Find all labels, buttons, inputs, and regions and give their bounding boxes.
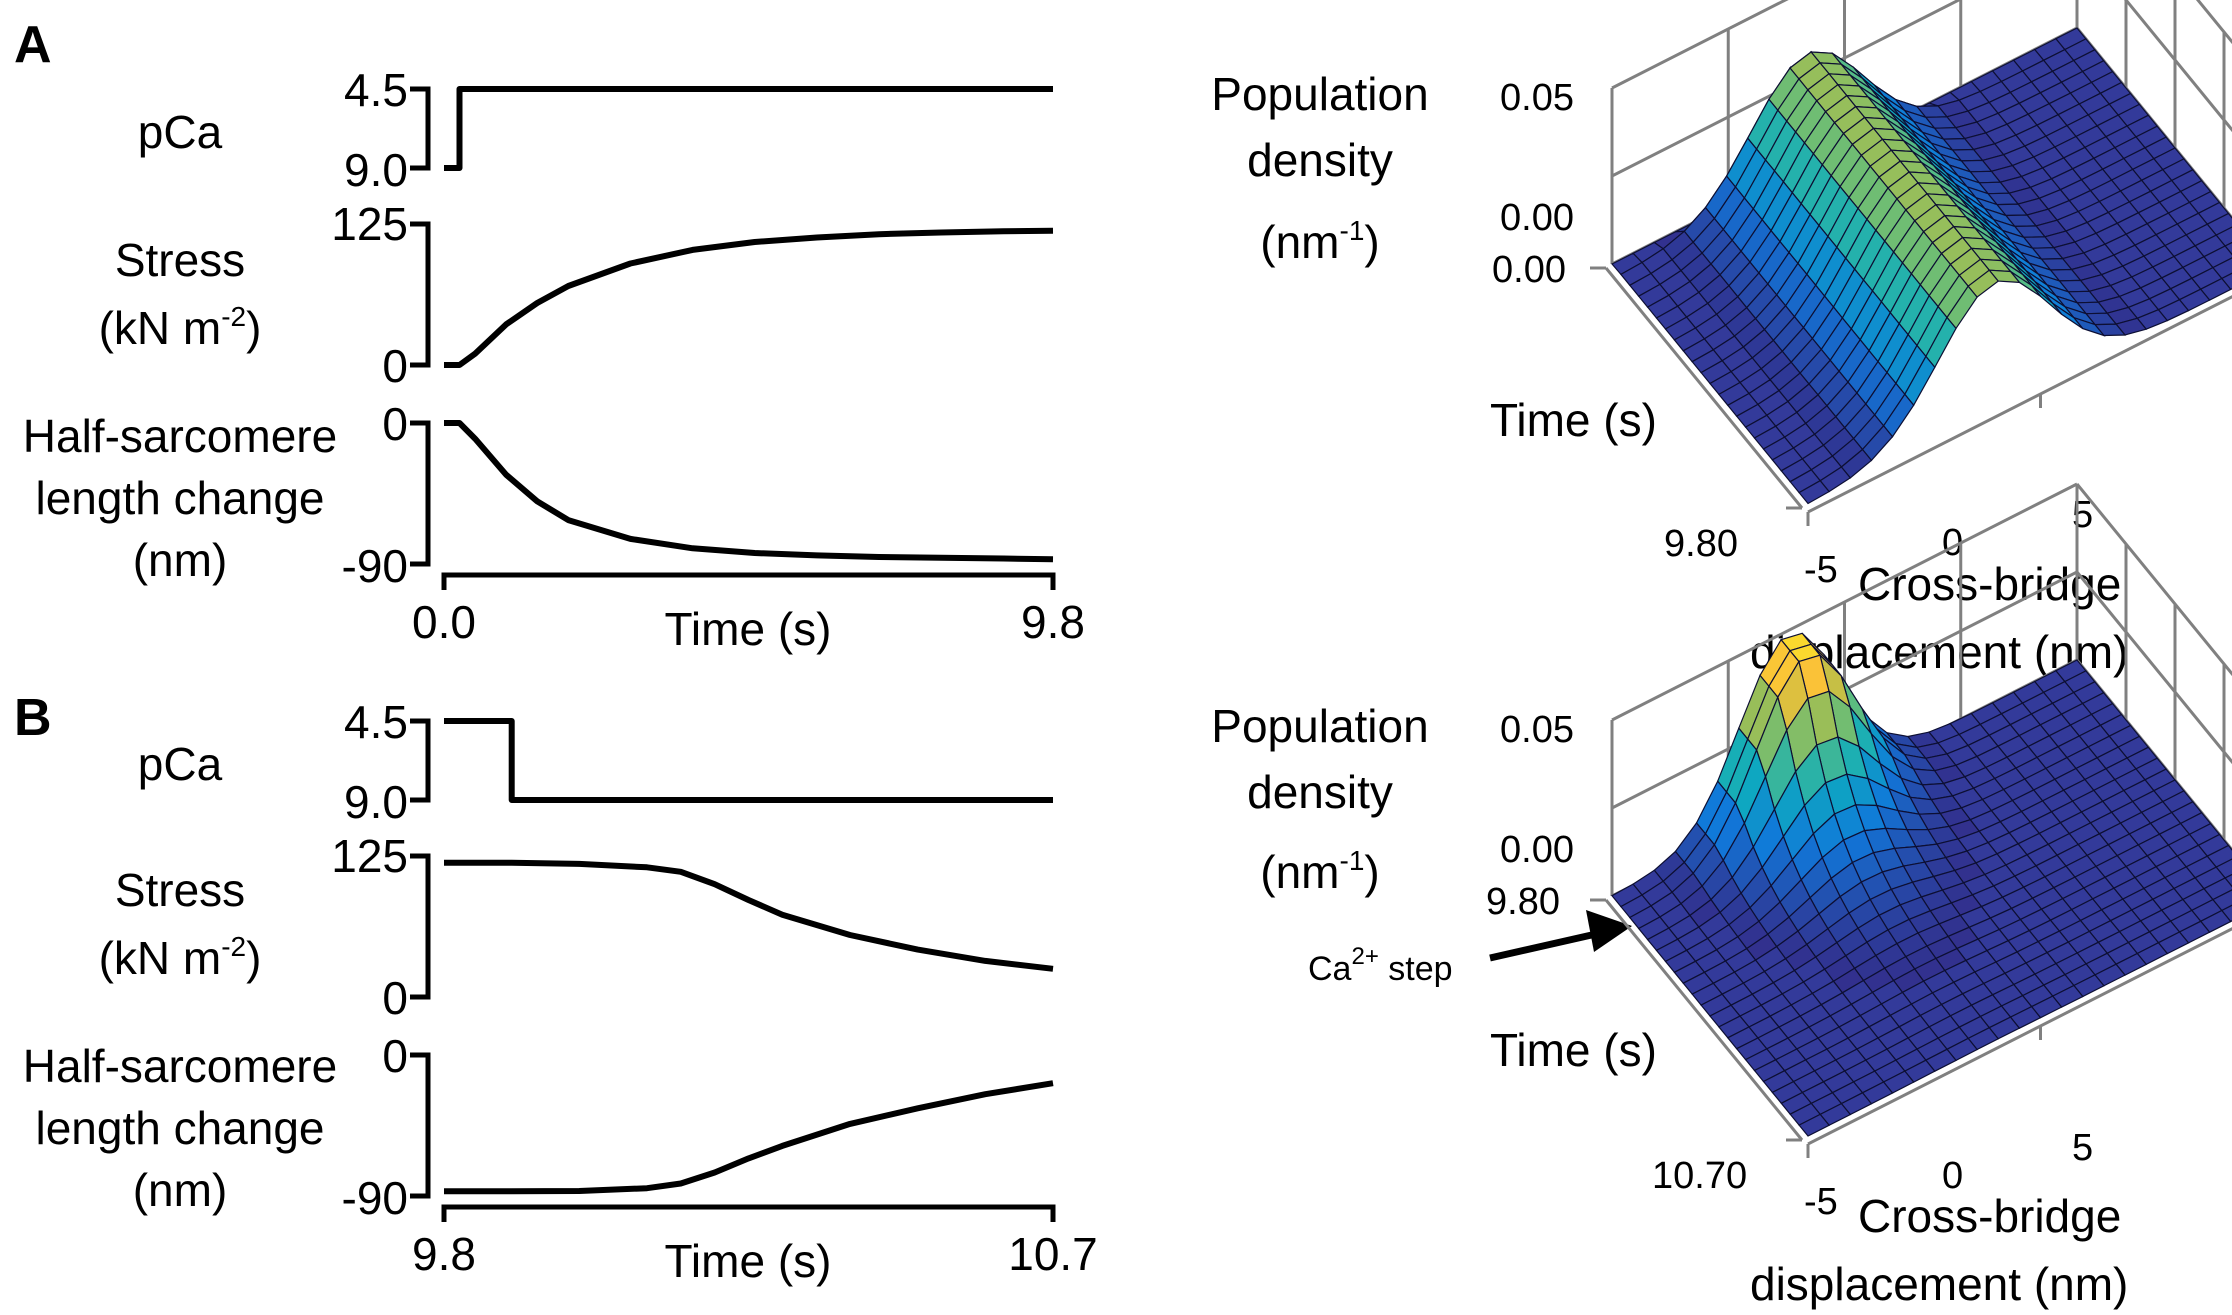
b-stress-tick-top: 125: [331, 830, 408, 882]
a-stress-label-1: Stress: [115, 234, 245, 286]
a-surface-dtick-left: -5: [1804, 549, 1838, 591]
b-surface-time-label: Time (s): [1490, 1024, 1657, 1076]
b-surface-ttick-top: 9.80: [1486, 881, 1560, 923]
b-surface-dtick-right: 5: [2072, 1127, 2093, 1169]
a-pca-tick-top: 4.5: [344, 64, 408, 116]
a-stress-tick-top: 125: [331, 198, 408, 250]
a-surface-dlabel-1: Cross-bridge: [1858, 558, 2121, 610]
b-surface-ttick-bottom: 10.70: [1652, 1155, 1747, 1197]
panel-a-letter: A: [14, 16, 52, 74]
b-series-half-sarcomere-length-change: [444, 1080, 1054, 1195]
panel-b-surface: Population density (nm-1) 0.05 0.00 9.80…: [1211, 482, 2232, 1310]
a-length-axis: [410, 420, 431, 567]
b-length-label-1: Half-sarcomere: [23, 1040, 337, 1092]
a-length-tick-top: 0: [382, 398, 408, 450]
a-pca-tick-bottom: 9.0: [344, 144, 408, 196]
b-stress-label-1: Stress: [115, 864, 245, 916]
a-length-tick-bottom: -90: [342, 540, 408, 592]
a-surface-ttick-top: 0.00: [1492, 249, 1566, 291]
b-surface-zlabel-3: (nm-1): [1260, 845, 1379, 898]
b-length-tick-top: 0: [382, 1030, 408, 1082]
b-x-tick-right: 10.7: [1008, 1228, 1098, 1280]
b-surface-zlabel-2: density: [1247, 766, 1393, 818]
b-length-tick-bottom: -90: [342, 1172, 408, 1224]
a-stress-label-2: (kN m-2): [99, 301, 262, 354]
b-pca-axis: [410, 718, 431, 803]
b-series-stress: [444, 859, 1054, 972]
b-pca-tick-top: 4.5: [344, 696, 408, 748]
a-surface-cell: [1798, 479, 1831, 505]
a-stress-axis: [410, 221, 431, 368]
a-surface-ztick-top: 0.05: [1500, 77, 1574, 119]
a-x-tick-left: 0.0: [412, 596, 476, 648]
b-series-pca: [444, 718, 1053, 803]
a-x-axis: [441, 572, 1056, 590]
b-surface-annotation-arrow-shaft: [1489, 930, 1597, 962]
panel-b-letter: B: [14, 689, 52, 747]
b-pca-tick-bottom: 9.0: [344, 776, 408, 828]
b-surface-cell: [1798, 1113, 1831, 1137]
a-length-label-1: Half-sarcomere: [23, 410, 337, 462]
a-length-label-3: (nm): [133, 534, 228, 586]
b-surface-dtick-mid: 0: [1942, 1155, 1963, 1197]
b-length-label-2: length change: [35, 1102, 324, 1154]
a-surface-ztick-bottom: 0.00: [1500, 197, 1574, 239]
b-surface-ztick-top: 0.05: [1500, 709, 1574, 751]
b-length-axis: [410, 1052, 431, 1199]
b-stress-tick-bottom: 0: [382, 972, 408, 1024]
b-surface-ztick-bottom: 0.00: [1500, 829, 1574, 871]
b-surface-dlabel-1: Cross-bridge: [1858, 1190, 2121, 1242]
panel-a-traces: [444, 86, 1054, 563]
a-stress-tick-bottom: 0: [382, 340, 408, 392]
b-surface-dlabel-2: displacement (nm): [1750, 1258, 2128, 1310]
b-surface-annotation-arrowhead: [1586, 910, 1632, 952]
b-length-label-3: (nm): [133, 1164, 228, 1216]
a-pca-label: pCa: [138, 106, 223, 158]
panel-b-traces: [444, 718, 1054, 1195]
b-surface-dtick-left: -5: [1804, 1181, 1838, 1223]
b-pca-label: pCa: [138, 738, 223, 790]
a-surface-mesh: [1611, 27, 2232, 505]
a-surface-zlabel-2: density: [1247, 134, 1393, 186]
b-stress-axis: [410, 853, 431, 1000]
a-series-stress: [444, 227, 1054, 368]
b-surface-annotation: Ca2+ step: [1308, 943, 1453, 988]
a-surface-time-label: Time (s): [1490, 394, 1657, 446]
a-pca-axis: [410, 86, 431, 171]
a-surface-zlabel-3: (nm-1): [1260, 215, 1379, 268]
a-series-pca: [444, 86, 1053, 171]
a-x-label: Time (s): [665, 603, 832, 655]
b-stress-label-2: (kN m-2): [99, 931, 262, 984]
a-surface-dtick-mid: 0: [1942, 522, 1963, 564]
b-surface-zlabel-1: Population: [1211, 700, 1428, 752]
a-x-tick-right: 9.8: [1021, 596, 1085, 648]
a-surface-ttick-bottom: 9.80: [1664, 523, 1738, 565]
b-x-tick-left: 9.8: [412, 1228, 476, 1280]
b-surface-mesh: [1611, 632, 2232, 1137]
a-surface-zlabel-1: Population: [1211, 68, 1428, 120]
b-x-axis: [441, 1204, 1056, 1222]
a-length-label-2: length change: [35, 472, 324, 524]
a-series-half-sarcomere-length-change: [444, 420, 1054, 563]
b-x-label: Time (s): [665, 1235, 832, 1287]
